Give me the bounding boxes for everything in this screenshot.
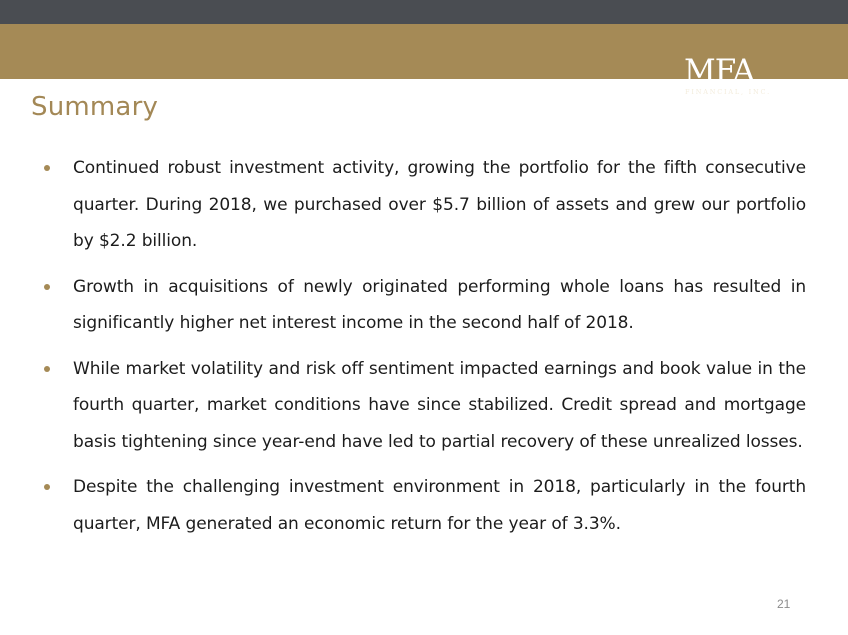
header-top-bar [0, 0, 848, 24]
bullet-dot-icon [44, 165, 50, 171]
bullet-dot-icon [44, 283, 50, 290]
page-number: 21 [777, 597, 791, 611]
slide-title: Summary [31, 92, 159, 122]
logo-sub-text: FINANCIAL, INC. [685, 88, 771, 96]
mfa-logo: MFA FINANCIAL, INC. [664, 56, 774, 98]
bullet-item: Continued robust investment activity, gr… [44, 150, 806, 260]
bullet-text: Continued robust investment activity, gr… [73, 158, 806, 251]
header-gold-band: MFA FINANCIAL, INC. [0, 24, 848, 96]
bullet-text: Growth in acquisitions of newly originat… [73, 276, 806, 334]
bullet-item: Growth in acquisitions of newly originat… [44, 269, 806, 342]
summary-bullet-list: Continued robust investment activity, gr… [44, 150, 806, 551]
bullet-text: While market volatility and risk off sen… [73, 358, 806, 452]
logo-main-text: MFA [684, 53, 755, 89]
bullet-dot-icon [44, 365, 50, 372]
bullet-text: Despite the challenging investment envir… [73, 477, 806, 534]
bullet-item: Despite the challenging investment envir… [44, 469, 806, 542]
bullet-dot-icon [44, 484, 50, 490]
bullet-item: While market volatility and risk off sen… [44, 351, 806, 461]
